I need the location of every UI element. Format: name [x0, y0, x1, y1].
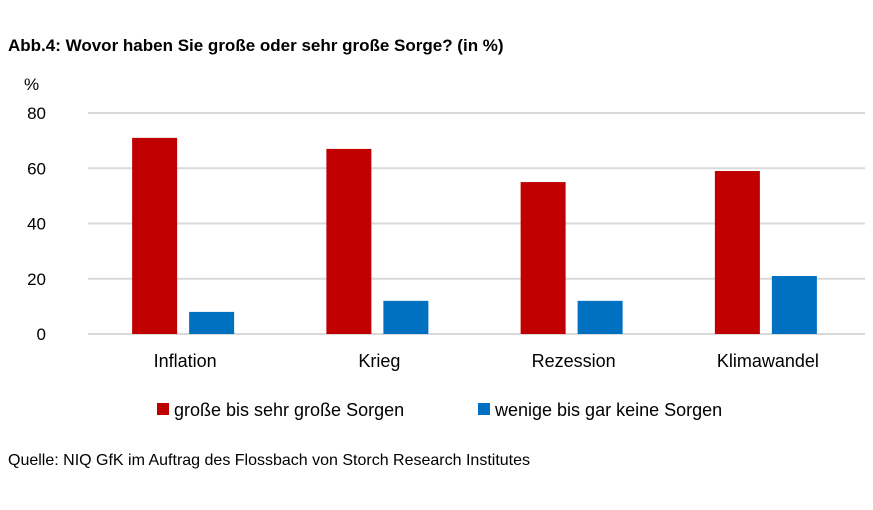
bar-krieg-series-1 — [326, 148, 372, 334]
chart-title: Abb.4: Wovor haben Sie große oder sehr g… — [8, 36, 504, 55]
bar-inflation-series-2 — [189, 311, 235, 334]
source-note: Quelle: NIQ GfK im Auftrag des Flossbach… — [8, 452, 531, 469]
y-tick-label: 40 — [27, 215, 46, 234]
legend-swatch — [478, 403, 490, 415]
x-tick-label: Inflation — [154, 351, 217, 371]
x-tick-label: Klimawandel — [717, 351, 819, 371]
y-axis-label: % — [24, 75, 39, 94]
legend-label: wenige bis gar keine Sorgen — [494, 400, 722, 420]
bar-klimawandel-series-2 — [771, 275, 817, 334]
x-tick-label: Krieg — [358, 351, 400, 371]
bar-rezession-series-1 — [520, 182, 566, 334]
y-tick-label: 80 — [27, 104, 46, 123]
bar-rezession-series-2 — [577, 300, 623, 334]
y-tick-label: 0 — [37, 325, 46, 344]
legend-swatch — [157, 403, 169, 415]
legend-label: große bis sehr große Sorgen — [174, 400, 404, 420]
bar-krieg-series-2 — [383, 300, 429, 334]
x-tick-label: Rezession — [532, 351, 616, 371]
bar-klimawandel-series-1 — [714, 171, 760, 334]
bar-inflation-series-1 — [132, 137, 178, 334]
y-tick-label: 60 — [27, 159, 46, 178]
y-tick-label: 20 — [27, 270, 46, 289]
